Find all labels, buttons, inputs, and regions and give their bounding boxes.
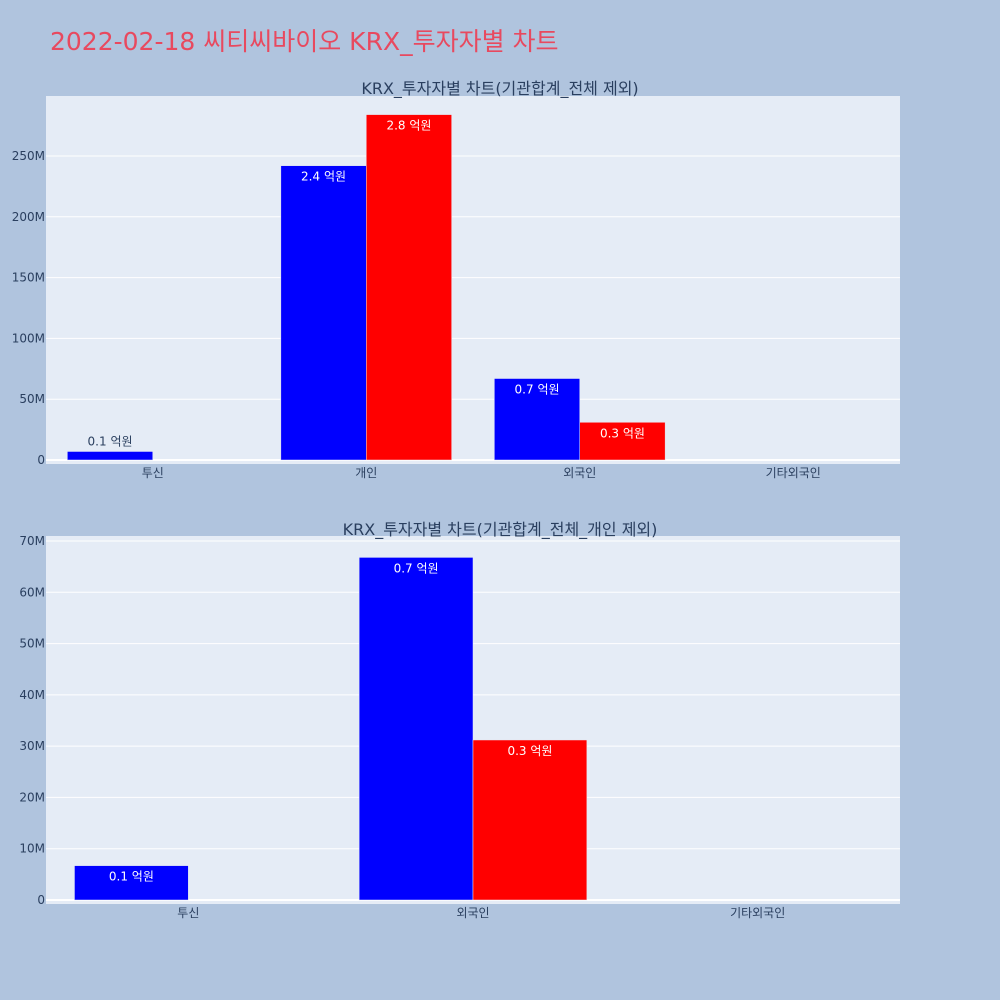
chart-panel-1: 0 50M 100M 150M 200M 250M KRX_투자자별 차트(기관합계_전체 …	[12, 79, 900, 480]
x-tick-label: 개인	[355, 466, 377, 480]
x-tick-label: 기타외국인	[730, 906, 785, 920]
bar	[280, 165, 367, 461]
y-tick-label: 60M	[19, 585, 45, 599]
chart-subtitle: KRX_투자자별 차트(기관합계_전체_개인 제외)	[343, 520, 658, 540]
bar	[494, 378, 581, 461]
bar	[366, 114, 452, 461]
bar-data-label: 0.1 억원	[88, 434, 133, 448]
bar	[579, 422, 666, 461]
bar-data-label: 0.3 억원	[600, 426, 645, 440]
y-tick-label: 70M	[19, 534, 45, 548]
bar-data-label: 0.7 억원	[394, 561, 439, 575]
y-tick-label: 150M	[12, 271, 45, 285]
bar-data-label: 0.7 억원	[515, 383, 560, 397]
y-tick-label: 20M	[19, 790, 45, 804]
x-tick-label: 투신	[177, 906, 199, 920]
x-tick-label: 외국인	[456, 906, 489, 920]
bar	[472, 739, 588, 901]
y-tick-label: 200M	[12, 210, 45, 224]
bar	[74, 865, 189, 901]
y-tick-label: 50M	[19, 637, 45, 651]
page-title: 2022-02-18 씨티씨바이오 KRX_투자자별 차트	[50, 27, 559, 56]
bar-data-label: 2.4 억원	[301, 170, 346, 184]
bar-data-label: 0.3 억원	[507, 744, 552, 758]
x-tick-label: 투신	[142, 466, 164, 480]
y-tick-label: 0	[37, 453, 45, 467]
x-tick-label: 외국인	[563, 466, 596, 480]
chart-subtitle: KRX_투자자별 차트(기관합계_전체 제외)	[361, 79, 638, 99]
x-tick-label: 기타외국인	[766, 466, 821, 480]
y-tick-label: 10M	[19, 842, 45, 856]
y-tick-label: 0	[37, 893, 45, 907]
bar	[67, 451, 153, 461]
chart-panel-2: 0 10M 20M 30M 40M 50M 60M 70M KRX_투자자별 차트(기관합계_전…	[19, 520, 900, 920]
y-tick-label: 250M	[12, 149, 45, 163]
plot-area	[46, 96, 900, 464]
bar	[358, 557, 474, 901]
y-tick-label: 100M	[12, 331, 45, 345]
y-tick-label: 30M	[19, 739, 45, 753]
bar-data-label: 2.8 억원	[386, 119, 431, 133]
bar-data-label: 0.1 억원	[109, 870, 154, 884]
y-tick-label: 50M	[19, 392, 45, 406]
y-tick-label: 40M	[19, 688, 45, 702]
